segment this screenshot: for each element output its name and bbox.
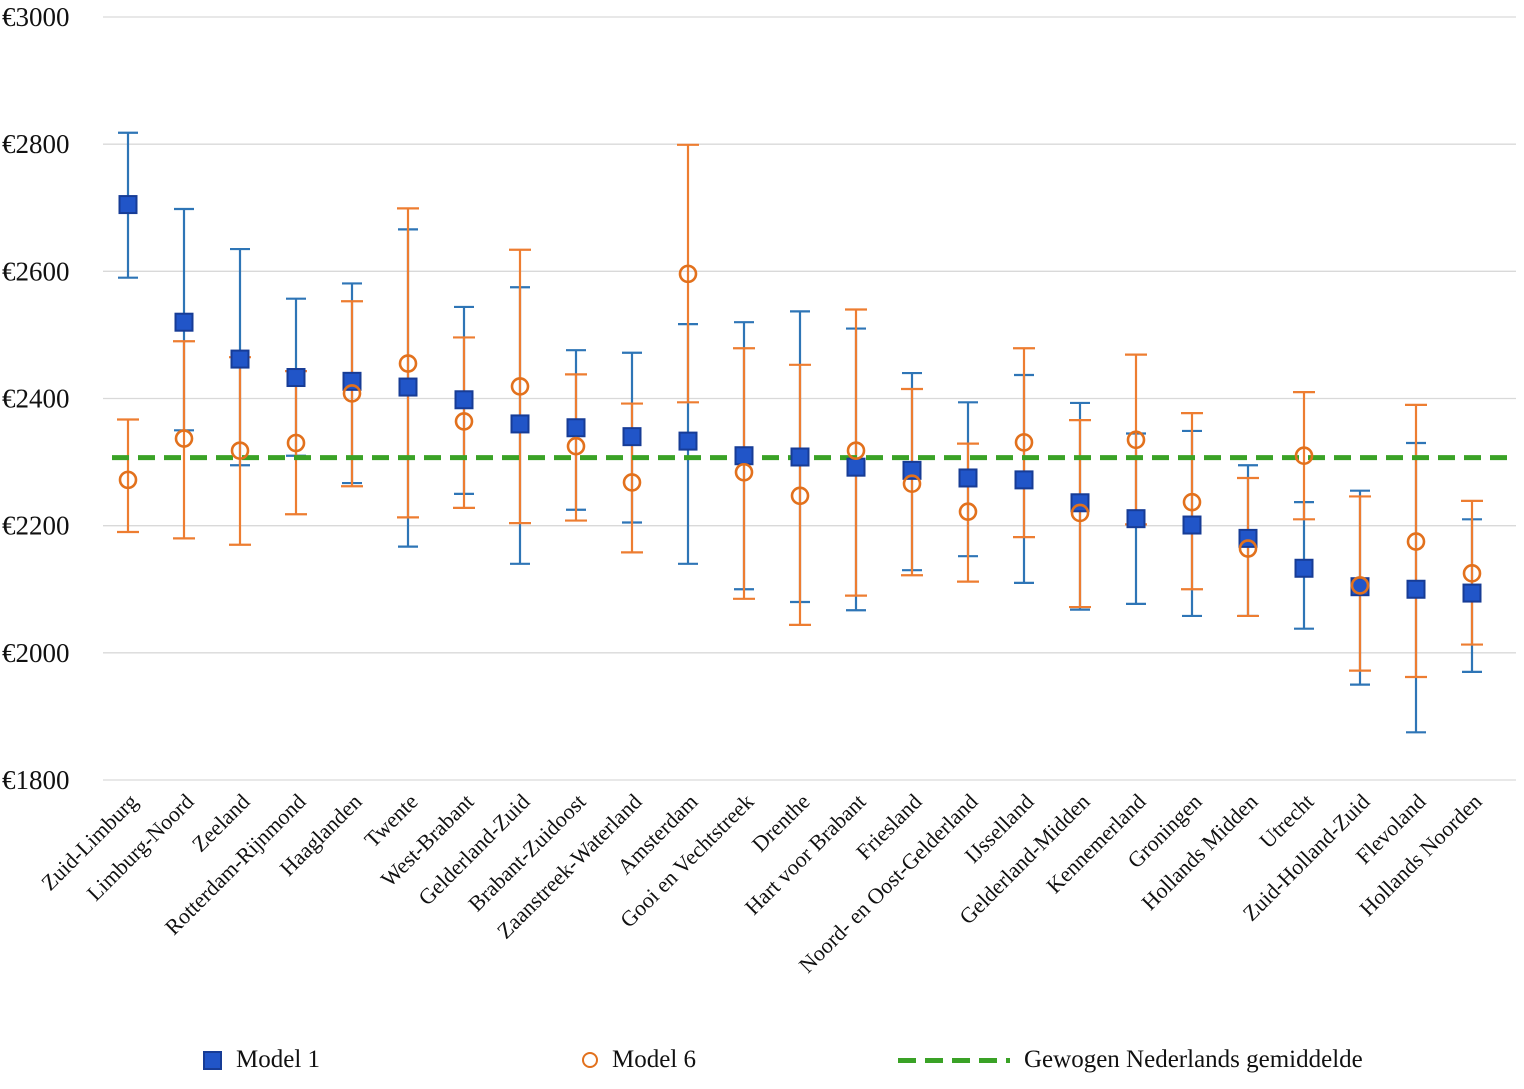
marker-model-1-kennemerland bbox=[1126, 509, 1146, 529]
marker-model-6-ijsselland bbox=[1014, 433, 1034, 452]
marker-model-1-utrecht bbox=[1294, 558, 1314, 578]
y-tick-label-2200: €2200 bbox=[2, 511, 70, 541]
marker-model-1-zeeland bbox=[230, 349, 250, 369]
marker-model-6-groningen bbox=[1182, 492, 1202, 512]
legend-label-average-line: Gewogen Nederlands gemiddelde bbox=[1024, 1046, 1363, 1073]
marker-model-1-ijsselland bbox=[1014, 470, 1034, 490]
y-tick-label-2600: €2600 bbox=[2, 256, 70, 286]
dashed-line-icon bbox=[898, 1057, 1010, 1063]
marker-model-1-limburg-noord bbox=[174, 312, 194, 332]
marker-model-6-utrecht bbox=[1294, 446, 1314, 466]
marker-model-1-friesland bbox=[902, 460, 922, 480]
marker-model-6-kennemerland bbox=[1126, 430, 1146, 450]
marker-model-1-zaanstreek-waterland bbox=[622, 427, 642, 447]
y-tick-label-3000: €3000 bbox=[2, 2, 70, 32]
marker-model-6-hart-voor-brabant bbox=[846, 441, 866, 460]
marker-model-6-zaanstreek-waterland bbox=[622, 473, 642, 492]
marker-model-1-noord-en-oost-gelderland bbox=[958, 468, 978, 488]
marker-model-6-twente bbox=[398, 354, 418, 373]
marker-model-1-amsterdam bbox=[678, 431, 698, 451]
legend-label-model-6: Model 6 bbox=[612, 1046, 697, 1073]
marker-model-6-zuid-holland-zuid bbox=[1350, 576, 1370, 595]
y-tick-label-2800: €2800 bbox=[2, 129, 70, 159]
marker-model-1-hollands-noorden bbox=[1462, 583, 1482, 603]
marker-model-6-zeeland bbox=[230, 441, 250, 460]
marker-model-1-gooi-en-vechtstreek bbox=[734, 446, 754, 466]
marker-model-6-zuid-limburg bbox=[118, 470, 138, 490]
marker-model-6-west-brabant bbox=[454, 412, 474, 431]
marker-model-6-gelderland-midden bbox=[1070, 503, 1090, 523]
marker-model-6-drenthe bbox=[790, 486, 810, 506]
marker-model-1-twente bbox=[398, 377, 418, 397]
legend-item-model-6: Model 6 bbox=[582, 1040, 696, 1080]
marker-model-6-gooi-en-vechtstreek bbox=[734, 462, 754, 482]
marker-model-1-rotterdam-rijnmond bbox=[286, 368, 306, 388]
legend-item-average-line: Gewogen Nederlands gemiddelde bbox=[898, 1040, 1363, 1080]
marker-model-1-groningen bbox=[1182, 515, 1202, 535]
model6-circle-marker-icon bbox=[582, 1052, 598, 1068]
marker-model-6-friesland bbox=[902, 474, 922, 494]
marker-model-1-brabant-zuidoost bbox=[566, 418, 586, 438]
y-tick-label-1800: €1800 bbox=[2, 765, 70, 795]
marker-model-6-limburg-noord bbox=[174, 429, 194, 448]
marker-model-6-flevoland bbox=[1406, 532, 1426, 551]
marker-model-6-amsterdam bbox=[678, 264, 698, 284]
marker-model-1-hart-voor-brabant bbox=[846, 457, 866, 477]
legend-label-model-1: Model 1 bbox=[236, 1046, 321, 1073]
model1-square-marker-icon bbox=[203, 1050, 222, 1070]
marker-model-1-gelderland-zuid bbox=[510, 414, 530, 434]
marker-model-6-hollands-midden bbox=[1238, 539, 1258, 558]
marker-model-6-gelderland-zuid bbox=[510, 377, 530, 396]
marker-model-1-flevoland bbox=[1406, 579, 1426, 599]
marker-model-6-rotterdam-rijnmond bbox=[286, 433, 306, 453]
legend-item-model-1: Model 1 bbox=[203, 1040, 320, 1080]
marker-model-6-brabant-zuidoost bbox=[566, 436, 586, 456]
marker-model-6-noord-en-oost-gelderland bbox=[958, 502, 978, 521]
marker-model-1-west-brabant bbox=[454, 390, 474, 410]
y-tick-label-2400: €2400 bbox=[2, 384, 70, 414]
marker-model-6-hollands-noorden bbox=[1462, 564, 1482, 583]
chart-legend: Model 1 Model 6 Gewogen Nederlands gemid… bbox=[0, 1040, 1524, 1084]
marker-model-1-drenthe bbox=[790, 447, 810, 467]
y-tick-label-2000: €2000 bbox=[2, 638, 70, 668]
marker-model-1-zuid-limburg bbox=[118, 195, 138, 215]
marker-model-6-haaglanden bbox=[342, 384, 362, 403]
